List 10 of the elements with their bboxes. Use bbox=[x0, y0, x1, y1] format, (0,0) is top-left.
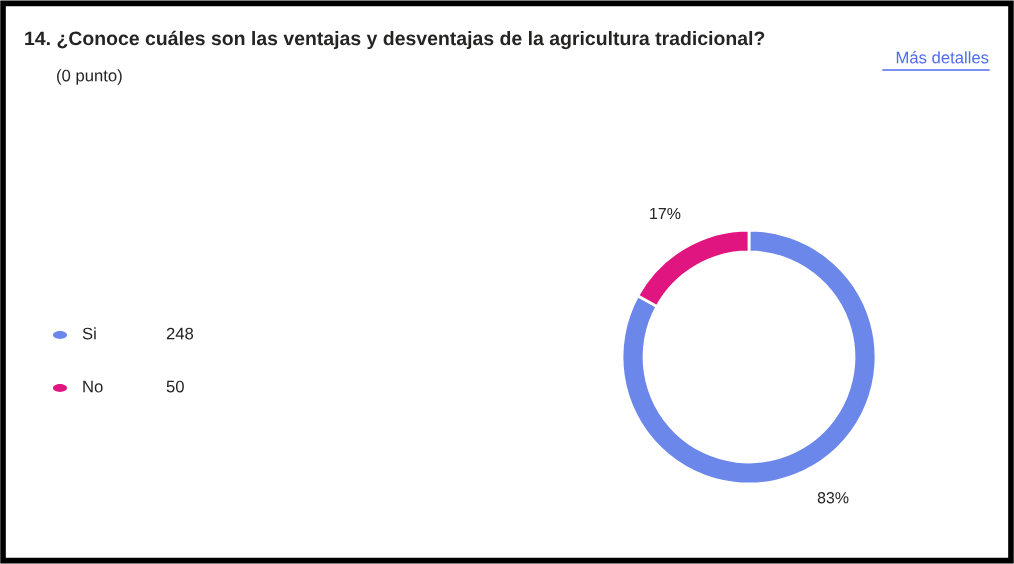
chart-title: 14. ¿Conoce cuáles son las ventajas y desventajas de la agricultura tradicional? bbox=[25, 30, 765, 50]
donut-slice bbox=[620, 228, 878, 486]
chart-subtitle: (0 punto) bbox=[57, 69, 122, 85]
data-label: 17% bbox=[650, 207, 681, 220]
legend-label: Si bbox=[82, 327, 96, 340]
legend-label: No bbox=[83, 380, 103, 393]
data-label: 83% bbox=[817, 492, 849, 504]
text: 50 bbox=[166, 380, 184, 393]
text: Más detalles bbox=[896, 51, 989, 64]
text: 248 bbox=[166, 327, 194, 340]
